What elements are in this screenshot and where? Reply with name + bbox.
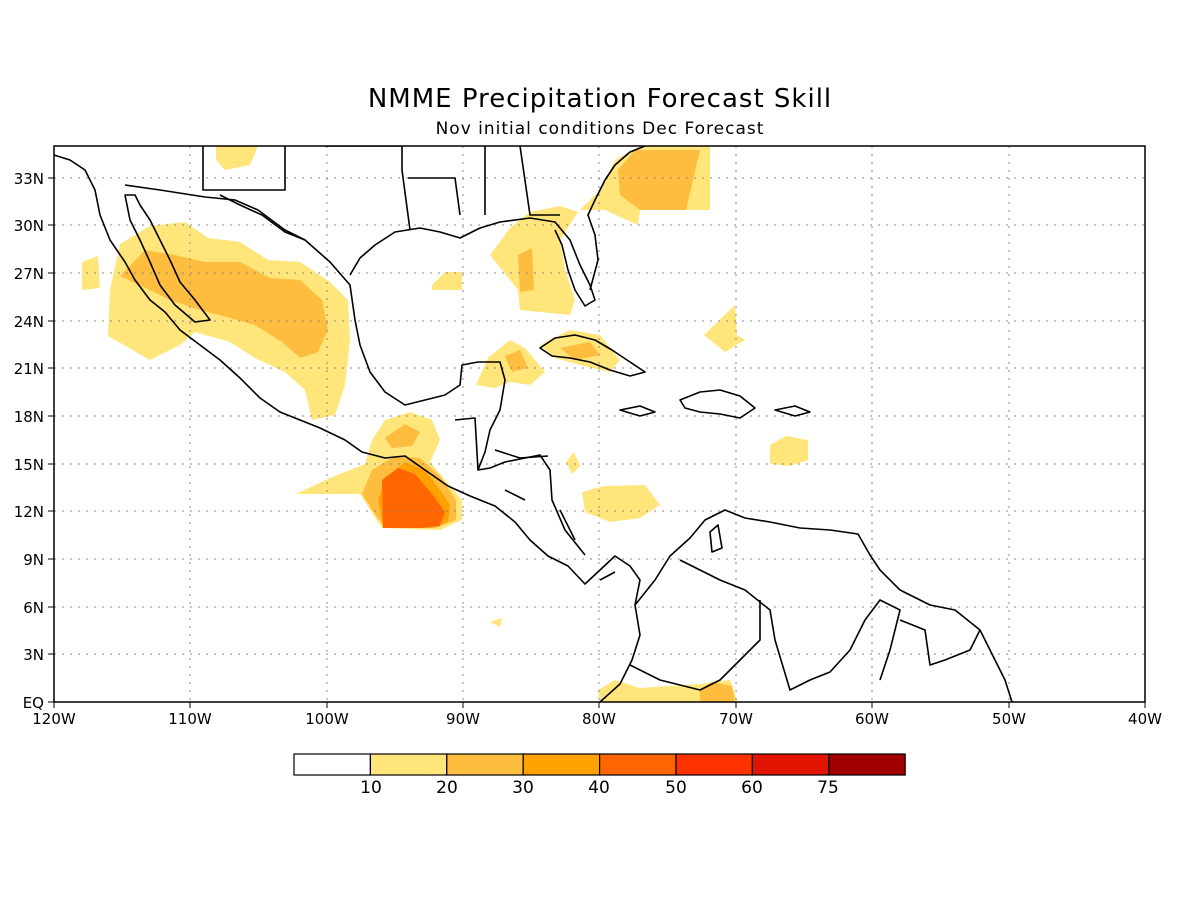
y-tick-label: 12N (14, 503, 44, 521)
legend-color-box (522, 753, 601, 776)
legend-color-box (828, 753, 906, 776)
x-tick-label: 120W (32, 710, 76, 728)
x-tick-label: 110W (168, 710, 212, 728)
border-us-mexico (124, 184, 306, 241)
x-tick-labels: 120W 110W 100W 90W 80W 70W 60W 50W 40W (32, 710, 1162, 728)
legend-label: 60 (741, 778, 763, 798)
x-tick-label: 40W (1128, 710, 1162, 728)
coastline-hispaniola (679, 389, 756, 419)
x-tick-label: 60W (855, 710, 889, 728)
legend-label: 50 (665, 778, 687, 798)
skill-region-sonora-west (82, 256, 100, 290)
skill-region-central-caribbean (582, 485, 660, 522)
skill-region-carolinas (216, 146, 258, 170)
x-tick-label: 90W (446, 710, 480, 728)
x-tick-label: 80W (582, 710, 616, 728)
skill-region-nw-mexico-inner (120, 250, 328, 358)
coastline-mexico-pacific (54, 154, 641, 702)
skill-region-florida-gulf-inner (518, 248, 534, 292)
y-tick-label: 15N (14, 456, 44, 474)
skill-region-tehuantepec-50 (382, 468, 445, 528)
legend-label: 75 (817, 778, 839, 798)
tick-marks (48, 177, 1146, 708)
coastline-us-gulf (349, 217, 596, 307)
y-tick-label: 30N (14, 217, 44, 235)
skill-region-gulf-center (432, 272, 462, 290)
y-tick-label: 9N (23, 551, 44, 569)
page-title: NMME Precipitation Forecast Skill (367, 84, 833, 114)
legend-color-box (369, 753, 448, 776)
skill-region-pacific-small (490, 618, 502, 627)
coastline-south-america (634, 509, 1013, 702)
coastline-us-atlantic (587, 146, 646, 291)
y-tick-label: 33N (14, 170, 44, 188)
skill-region-se-us-atlantic-inner (618, 150, 700, 210)
y-tick-label: 18N (14, 408, 44, 426)
coastline-puerto-rico (774, 405, 811, 417)
y-tick-label: 6N (23, 599, 44, 617)
legend-label: 20 (436, 778, 458, 798)
legend-boxes (293, 753, 906, 776)
border-central-america (454, 417, 616, 581)
map-grid (54, 146, 1145, 702)
border-south-america (629, 559, 981, 691)
coastlines (54, 146, 1013, 702)
color-bar-legend: 10 20 30 40 50 60 75 (293, 753, 906, 798)
coastline-baja (124, 194, 211, 323)
y-tick-label: 3N (23, 646, 44, 664)
legend-color-box (446, 753, 524, 776)
x-tick-label: 50W (992, 710, 1026, 728)
skill-region-cuba-inner (505, 342, 600, 372)
skill-region-eastern-caribbean (770, 436, 808, 466)
y-tick-label: 21N (14, 360, 44, 378)
skill-region-cuba (476, 330, 620, 388)
legend-label: 30 (512, 778, 534, 798)
coastline-jamaica (619, 405, 656, 417)
legend-label: 40 (588, 778, 610, 798)
legend-color-box (751, 753, 830, 776)
legend-label: 10 (360, 778, 382, 798)
border-us-states (202, 146, 560, 231)
page-subtitle: Nov initial conditions Dec Forecast (435, 119, 765, 139)
x-tick-label: 100W (305, 710, 349, 728)
y-tick-label: 27N (14, 265, 44, 283)
coastline-cuba (539, 334, 646, 377)
legend-color-box (293, 753, 372, 776)
skill-shading (82, 146, 808, 702)
y-tick-label: EQ (23, 694, 44, 712)
x-tick-label: 70W (719, 710, 753, 728)
skill-region-jamaica-small (566, 452, 580, 474)
skill-region-bahamas-east (704, 305, 745, 352)
skill-region-colombia-inner (700, 682, 735, 702)
y-tick-label: 24N (14, 313, 44, 331)
y-tick-labels: EQ 3N 6N 9N 12N 15N 18N 21N 24N 27N 30N … (14, 170, 44, 712)
legend-color-box (675, 753, 754, 776)
coastline-lake-maracaibo (709, 524, 723, 553)
legend-color-box (598, 753, 677, 776)
